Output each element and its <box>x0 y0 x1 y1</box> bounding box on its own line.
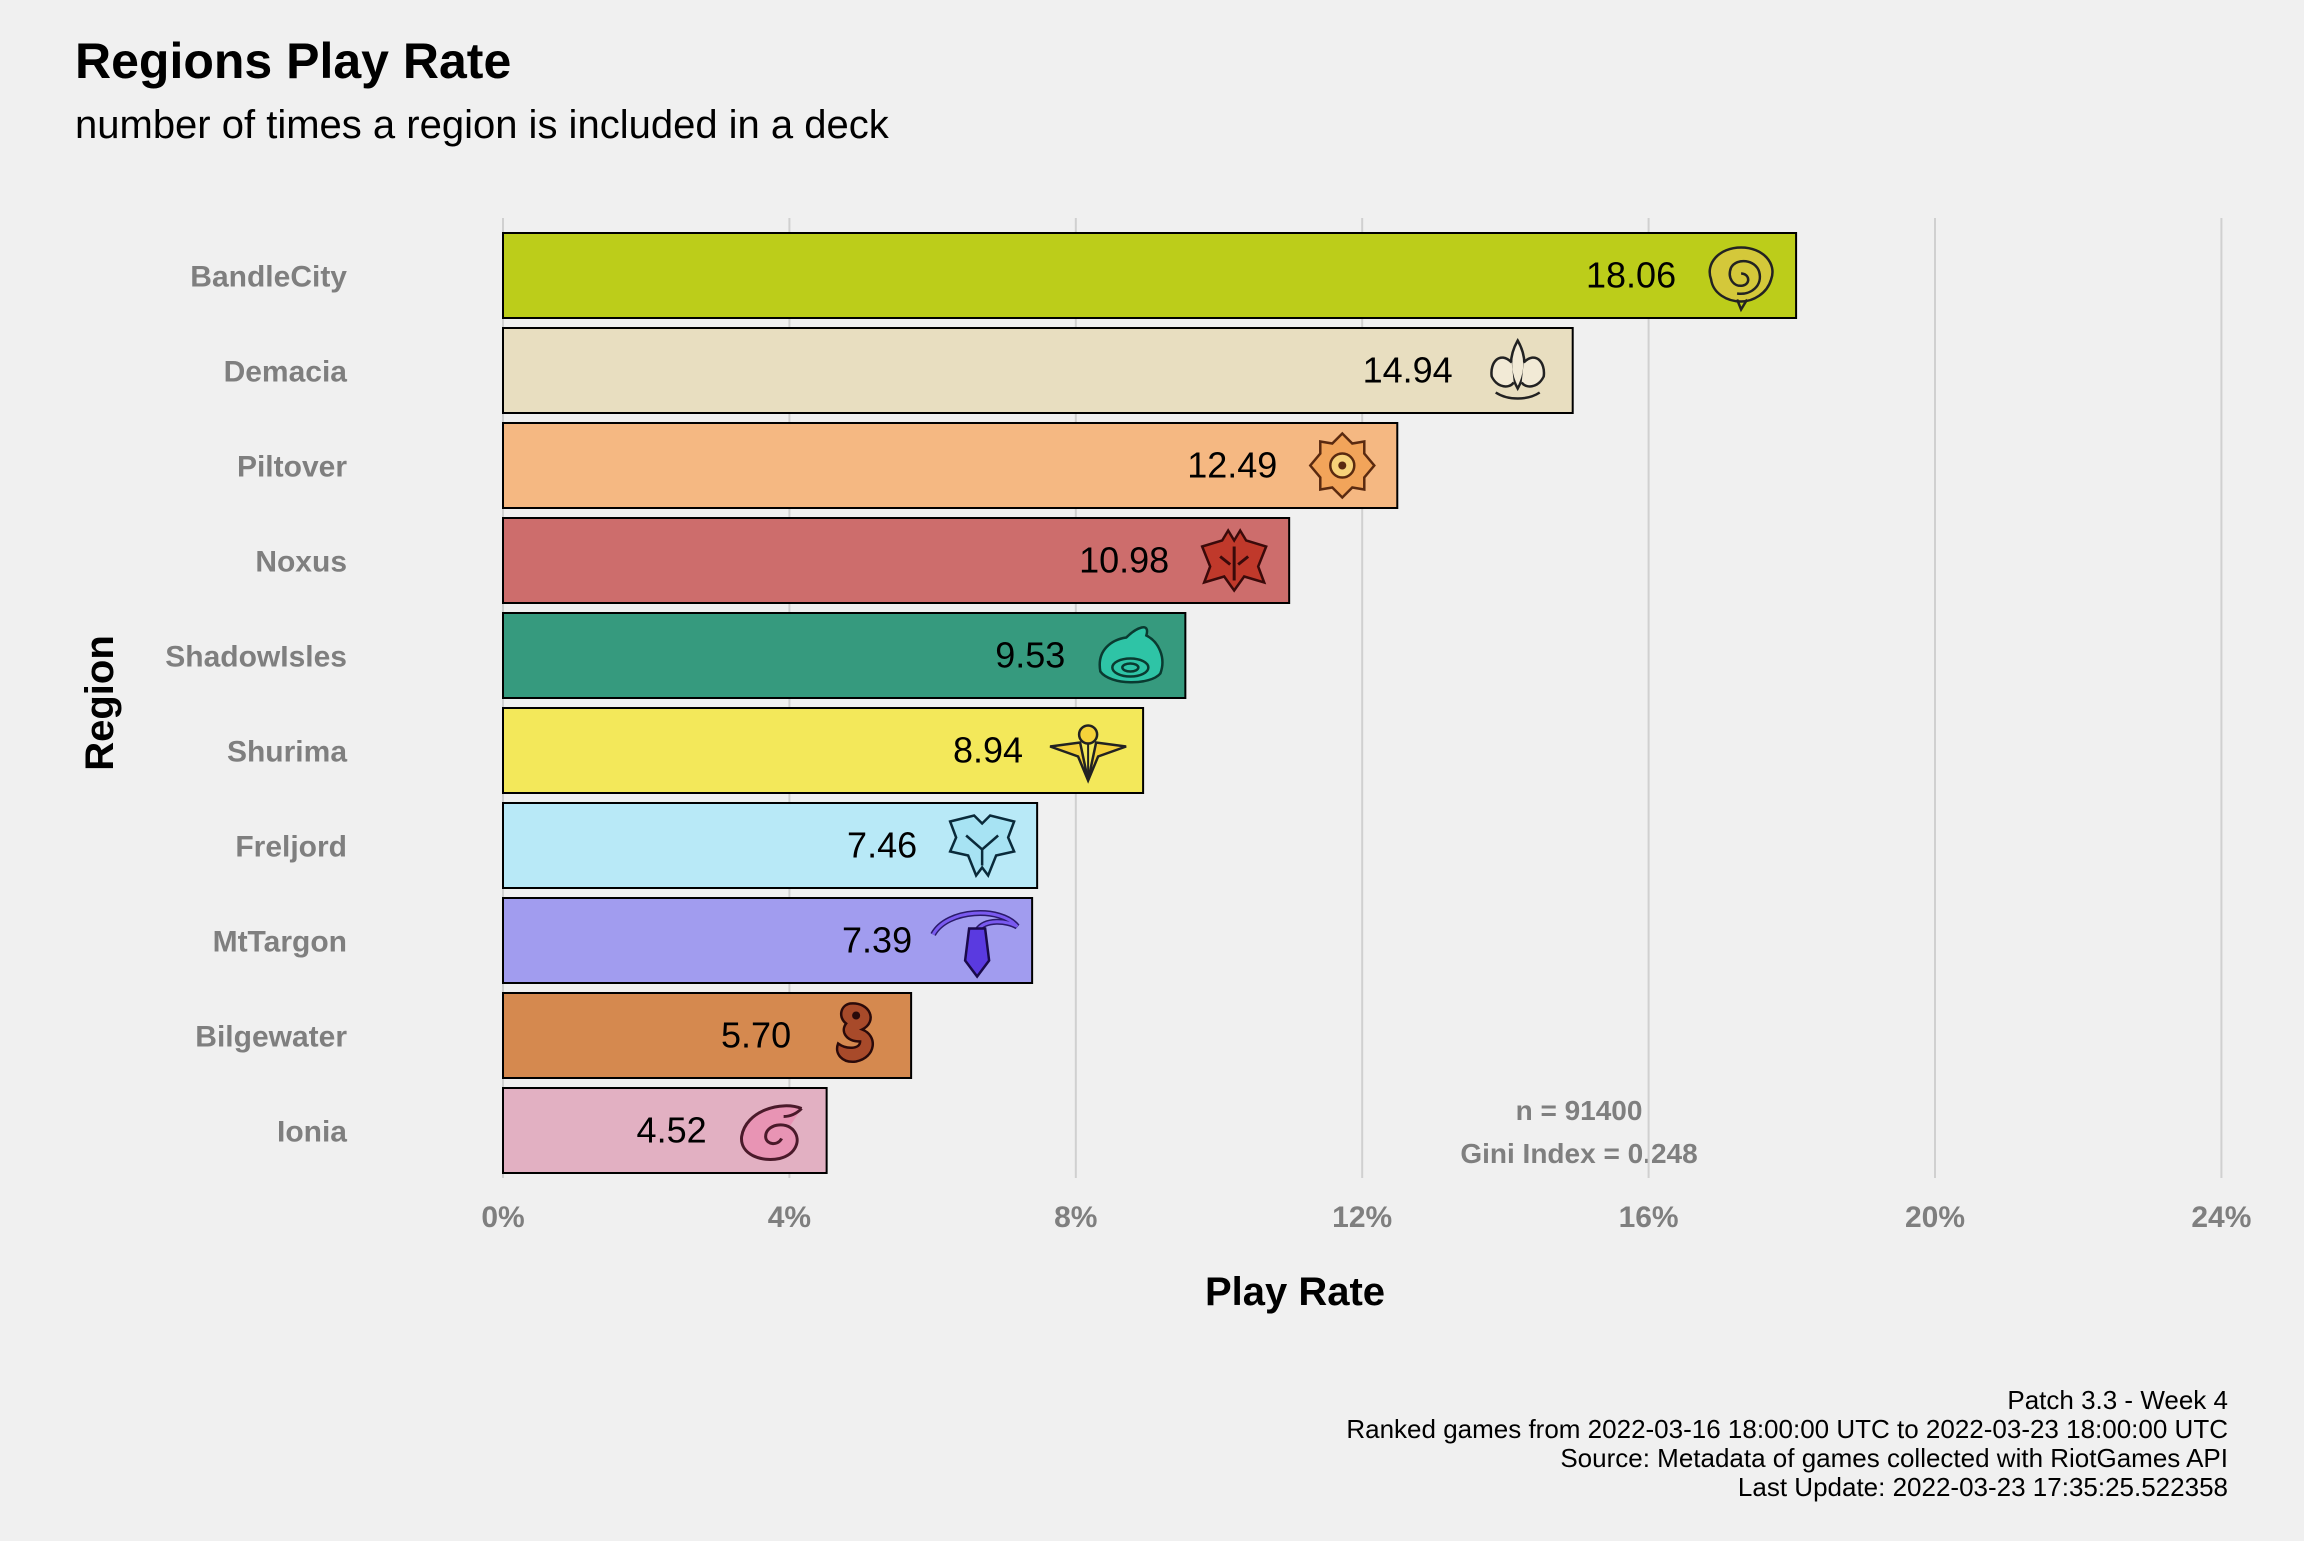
caption-line-source: Source: Metadata of games collected with… <box>1560 1443 2228 1473</box>
shurima-icon <box>1049 724 1127 784</box>
demacia-icon <box>1490 337 1546 400</box>
y-tick-label: ShadowIsles <box>165 641 347 674</box>
gini-index-annotation: Gini Index = 0.248 <box>1460 1138 1697 1169</box>
bar-value-label: 7.46 <box>847 825 917 866</box>
y-tick-label: MtTargon <box>213 926 347 959</box>
x-tick-label: 4% <box>768 1201 811 1234</box>
shadowisles-icon <box>1098 626 1164 684</box>
chart-title: Regions Play Rate <box>75 33 511 89</box>
bar-value-label: 14.94 <box>1363 350 1453 391</box>
x-tick-label: 8% <box>1054 1201 1097 1234</box>
bar-value-label: 5.70 <box>721 1015 791 1056</box>
piltover-icon <box>1308 431 1376 500</box>
bar-noxus <box>502 517 1291 604</box>
bar-shurima <box>502 707 1145 794</box>
bar-value-label: 10.98 <box>1079 540 1169 581</box>
y-tick-label: Bilgewater <box>195 1021 347 1054</box>
freljord-icon <box>948 814 1016 879</box>
y-tick-label: Piltover <box>237 451 347 484</box>
bar-value-label: 7.39 <box>842 920 912 961</box>
bar-demacia <box>502 327 1574 414</box>
labels-layer: BandleCity 18.06 Demacia 14.94 Piltover 12.49… <box>165 246 1774 1161</box>
x-tick-label: 16% <box>1619 1201 1679 1234</box>
bar-value-label: 8.94 <box>953 730 1023 771</box>
grid-layer: 0% 4% 8% 12% 16% 20% 24% <box>481 218 2251 1234</box>
y-tick-label: BandleCity <box>190 261 347 294</box>
bar-freljord <box>502 802 1039 889</box>
sample-size-annotation: n = 91400 <box>1516 1095 1643 1126</box>
y-tick-label: Noxus <box>255 546 347 579</box>
bar-value-label: 9.53 <box>995 635 1065 676</box>
ionia-icon <box>740 1104 803 1161</box>
caption-line-patch: Patch 3.3 - Week 4 <box>2007 1385 2228 1415</box>
x-tick-label: 12% <box>1332 1201 1392 1234</box>
x-tick-label: 24% <box>2191 1201 2251 1234</box>
x-tick-label: 20% <box>1905 1201 1965 1234</box>
caption-line-last-update: Last Update: 2022-03-23 17:35:25.522358 <box>1738 1472 2228 1502</box>
bar-value-label: 18.06 <box>1586 255 1676 296</box>
y-axis-title: Region <box>78 635 122 771</box>
bar-piltover <box>502 422 1399 509</box>
bar-shadowisles <box>502 612 1187 699</box>
chart-subtitle: number of times a region is included in … <box>75 103 890 147</box>
bar-bandlecity <box>502 232 1798 319</box>
x-axis-title: Play Rate <box>1205 1270 1385 1314</box>
y-tick-label: Ionia <box>277 1116 347 1149</box>
y-tick-label: Demacia <box>224 356 348 389</box>
caption-line-date-range: Ranked games from 2022-03-16 18:00:00 UT… <box>1346 1414 2228 1444</box>
bandlecity-icon <box>1708 246 1774 313</box>
x-tick-label: 0% <box>481 1201 524 1234</box>
mttargon-icon <box>930 910 1020 979</box>
bars-layer <box>502 232 1798 1174</box>
bilgewater-icon <box>835 1002 874 1063</box>
bar-value-label: 4.52 <box>637 1110 707 1151</box>
bar-mttargon <box>502 897 1034 984</box>
noxus-icon <box>1200 528 1268 593</box>
bar-value-label: 12.49 <box>1187 445 1277 486</box>
y-tick-label: Shurima <box>227 736 347 769</box>
y-tick-label: Freljord <box>235 831 347 864</box>
